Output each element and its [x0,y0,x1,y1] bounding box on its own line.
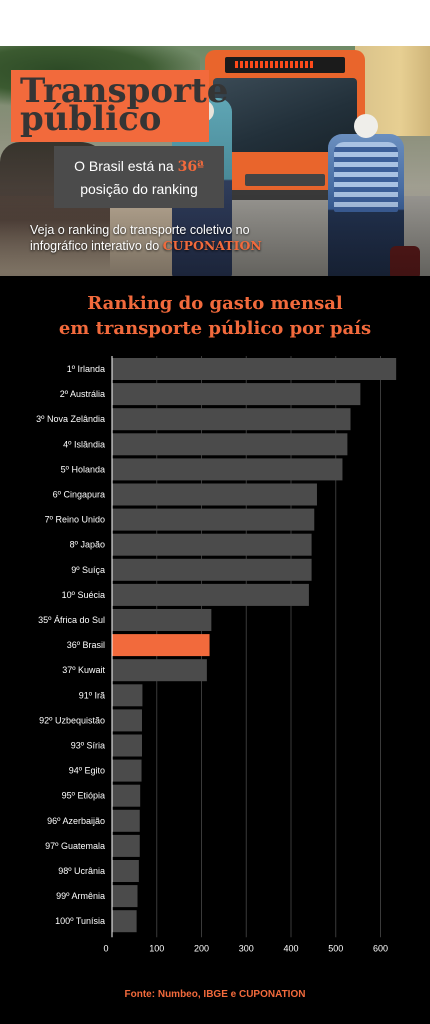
category-label: 6º Cingapura [53,490,105,500]
bus-bumper [205,190,365,200]
x-tick-label: 0 [103,943,108,953]
person-right-shirt [334,142,398,212]
chart-tick-labels: 0 100 200 300 400 500 600 [103,943,388,953]
category-label: 35º África do Sul [38,615,105,625]
bar [112,834,140,857]
category-label: 10º Suécia [62,590,105,600]
bar [112,659,207,682]
bar [112,784,141,807]
category-label: 93º Síria [71,741,105,751]
bar [112,885,138,908]
category-label: 7º Reino Unido [45,515,105,525]
person-right-head [354,114,378,138]
bar-chart: 1º Irlanda 2º Austrália 3º Nova Zelândia 4º… [36,356,397,953]
category-label: 8º Japão [70,540,105,550]
category-label: 36º Brasil [67,640,105,650]
category-label: 2º Austrália [60,389,105,399]
category-label: 94º Egito [69,766,105,776]
cta-text: Veja o ranking do transporte coletivo no… [30,222,280,254]
category-label: 92º Uzbequistão [39,715,105,725]
x-tick-label: 600 [373,943,388,953]
shopping-bag [390,246,420,276]
cta-sentence: Veja o ranking do transporte coletivo no… [30,223,250,253]
bar [112,533,312,556]
bar [112,759,142,782]
x-tick-label: 500 [328,943,343,953]
category-label: 4º Islândia [63,439,105,449]
category-label: 100º Tunísia [55,916,105,926]
bar [112,609,212,631]
category-label: 97º Guatemala [45,841,105,851]
bar-highlight [112,634,210,657]
category-label: 96º Azerbaijão [47,816,105,826]
bar [112,709,142,732]
rank-text-before: O Brasil está na [74,158,178,174]
category-label: 3º Nova Zelândia [36,414,105,424]
chart-bars [112,358,397,933]
chart-title-line2: em transporte público por país [58,318,372,339]
rank-box [54,146,224,208]
hero-photo [0,46,430,276]
cta-brand-link[interactable]: CUPONATION [162,238,262,253]
page-title-line2: público [20,99,162,139]
bar [112,684,143,707]
bar [112,734,142,757]
rank-text: O Brasil está na 36ª posição do ranking [54,155,224,200]
bus-plate [245,174,325,186]
bar [112,358,397,380]
bar [112,383,361,406]
category-label: 1º Irlanda [67,364,105,374]
bus-destination-lights [235,61,315,68]
category-label: 5º Holanda [61,464,105,474]
bar [112,408,351,431]
x-tick-label: 400 [283,943,298,953]
bar [112,583,309,606]
title-box [11,70,209,142]
chart-category-labels: 1º Irlanda 2º Austrália 3º Nova Zelândia 4º… [36,364,105,926]
rank-position: 36ª [177,159,204,175]
category-label: 98º Ucrânia [58,866,105,876]
bar [112,433,348,456]
bar [112,860,139,882]
category-label: 9º Suíça [71,565,105,575]
category-label: 91º Irã [79,690,105,700]
bar [112,508,315,531]
page-title-line1: Transporte [20,71,229,111]
category-label: 95º Etiópia [62,791,105,801]
source-note: Fonte: Numbeo, IBGE e CUPONATION [124,989,306,1000]
rank-text-after: posição do ranking [80,181,198,197]
category-label: 37º Kuwait [62,665,105,675]
x-tick-label: 200 [194,943,209,953]
x-tick-label: 300 [239,943,254,953]
chart-title-line1: Ranking do gasto mensal [87,293,343,314]
bar [112,558,312,581]
category-label: 99º Armênia [56,891,105,901]
top-strip [0,0,430,46]
bar [112,809,140,832]
bar [112,910,137,933]
x-tick-label: 100 [149,943,164,953]
bar [112,458,343,481]
bar [112,483,317,506]
